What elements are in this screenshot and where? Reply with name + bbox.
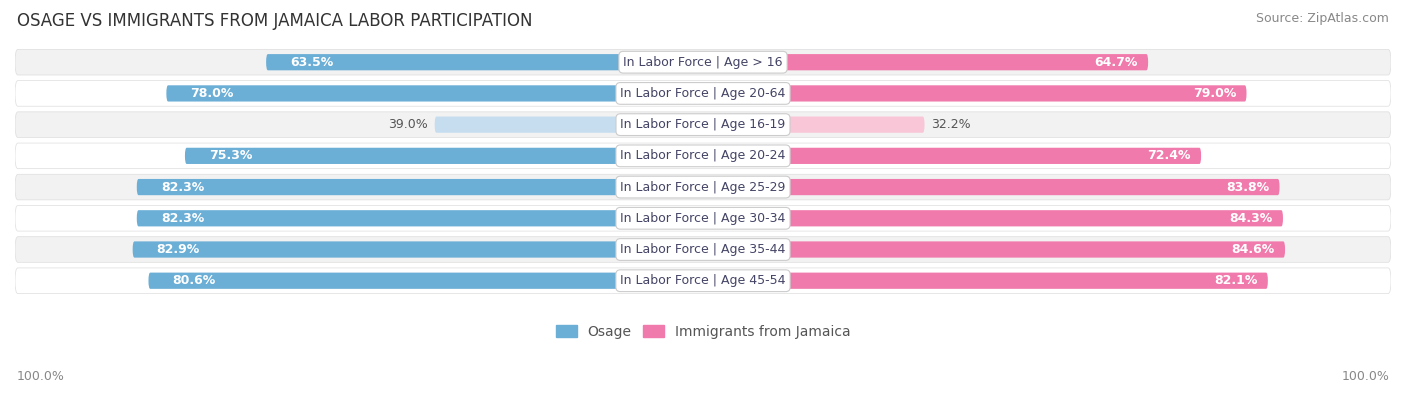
Text: 82.9%: 82.9%	[156, 243, 200, 256]
FancyBboxPatch shape	[136, 179, 703, 195]
FancyBboxPatch shape	[703, 179, 1279, 195]
Text: 78.0%: 78.0%	[190, 87, 233, 100]
Text: In Labor Force | Age 35-44: In Labor Force | Age 35-44	[620, 243, 786, 256]
Text: In Labor Force | Age 30-34: In Labor Force | Age 30-34	[620, 212, 786, 225]
Text: OSAGE VS IMMIGRANTS FROM JAMAICA LABOR PARTICIPATION: OSAGE VS IMMIGRANTS FROM JAMAICA LABOR P…	[17, 12, 533, 30]
FancyBboxPatch shape	[15, 81, 1391, 106]
Text: 82.3%: 82.3%	[160, 212, 204, 225]
Text: 32.2%: 32.2%	[931, 118, 972, 131]
Text: 82.3%: 82.3%	[160, 181, 204, 194]
Text: 84.6%: 84.6%	[1232, 243, 1275, 256]
FancyBboxPatch shape	[15, 174, 1391, 200]
Text: Source: ZipAtlas.com: Source: ZipAtlas.com	[1256, 12, 1389, 25]
FancyBboxPatch shape	[434, 117, 703, 133]
FancyBboxPatch shape	[15, 143, 1391, 169]
Text: 39.0%: 39.0%	[388, 118, 427, 131]
Text: 84.3%: 84.3%	[1229, 212, 1272, 225]
Legend: Osage, Immigrants from Jamaica: Osage, Immigrants from Jamaica	[550, 319, 856, 344]
FancyBboxPatch shape	[136, 210, 703, 226]
FancyBboxPatch shape	[15, 205, 1391, 231]
FancyBboxPatch shape	[703, 148, 1201, 164]
Text: 80.6%: 80.6%	[173, 274, 215, 287]
FancyBboxPatch shape	[703, 54, 1149, 70]
FancyBboxPatch shape	[15, 268, 1391, 293]
Text: 83.8%: 83.8%	[1226, 181, 1270, 194]
FancyBboxPatch shape	[266, 54, 703, 70]
Text: In Labor Force | Age > 16: In Labor Force | Age > 16	[623, 56, 783, 69]
Text: 75.3%: 75.3%	[209, 149, 253, 162]
FancyBboxPatch shape	[149, 273, 703, 289]
Text: 64.7%: 64.7%	[1094, 56, 1137, 69]
Text: In Labor Force | Age 25-29: In Labor Force | Age 25-29	[620, 181, 786, 194]
FancyBboxPatch shape	[186, 148, 703, 164]
FancyBboxPatch shape	[15, 49, 1391, 75]
Text: In Labor Force | Age 16-19: In Labor Force | Age 16-19	[620, 118, 786, 131]
Text: In Labor Force | Age 20-64: In Labor Force | Age 20-64	[620, 87, 786, 100]
Text: 100.0%: 100.0%	[17, 370, 65, 383]
Text: In Labor Force | Age 45-54: In Labor Force | Age 45-54	[620, 274, 786, 287]
FancyBboxPatch shape	[15, 112, 1391, 137]
FancyBboxPatch shape	[166, 85, 703, 102]
FancyBboxPatch shape	[703, 85, 1247, 102]
Text: 100.0%: 100.0%	[1341, 370, 1389, 383]
Text: 79.0%: 79.0%	[1192, 87, 1236, 100]
FancyBboxPatch shape	[703, 241, 1285, 258]
Text: 63.5%: 63.5%	[290, 56, 333, 69]
FancyBboxPatch shape	[703, 273, 1268, 289]
FancyBboxPatch shape	[703, 117, 925, 133]
FancyBboxPatch shape	[132, 241, 703, 258]
FancyBboxPatch shape	[703, 210, 1284, 226]
FancyBboxPatch shape	[15, 237, 1391, 262]
Text: 72.4%: 72.4%	[1147, 149, 1191, 162]
Text: 82.1%: 82.1%	[1215, 274, 1257, 287]
Text: In Labor Force | Age 20-24: In Labor Force | Age 20-24	[620, 149, 786, 162]
